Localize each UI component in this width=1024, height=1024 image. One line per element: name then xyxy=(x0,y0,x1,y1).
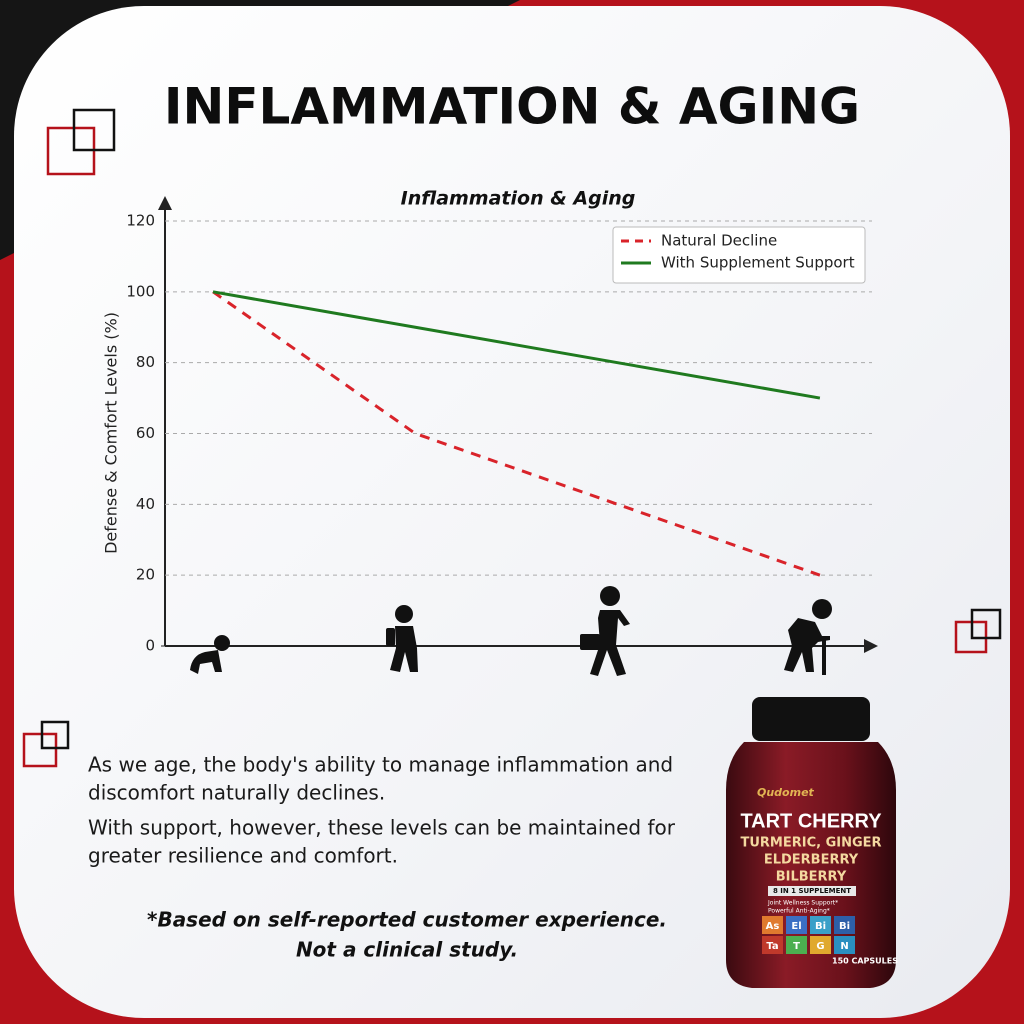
tile xyxy=(786,936,807,954)
product-bottle: Qudomet TART CHERRY TURMERIC, GINGER ELD… xyxy=(726,697,898,988)
y-arrow xyxy=(158,196,172,210)
claim: Joint Wellness Support* xyxy=(767,900,838,907)
legend-box xyxy=(612,226,866,284)
claim: Powerful Anti-Aging* xyxy=(768,908,830,915)
tile xyxy=(810,936,831,954)
y-tick-label: 80 xyxy=(136,353,155,371)
chart: Inflammation & Aging Defense & Comfort L… xyxy=(102,188,878,655)
paragraph-line: As we age, the body's ability to manage … xyxy=(88,753,673,777)
tile-label: Ta xyxy=(766,941,778,952)
tile-label: As xyxy=(766,921,780,932)
tile-label: T xyxy=(793,941,800,952)
product-line: TURMERIC, GINGER xyxy=(740,836,881,851)
capsule-count: 150 CAPSULES xyxy=(832,957,898,966)
product-line: BILBERRY xyxy=(776,870,847,885)
y-tick-label: 20 xyxy=(136,566,155,584)
page-title: INFLAMMATION & AGING xyxy=(164,78,860,136)
tile xyxy=(810,916,831,934)
paragraph-line: greater resilience and comfort. xyxy=(88,844,398,868)
y-axis-label: Defense & Comfort Levels (%) xyxy=(102,312,121,554)
footnote: Not a clinical study. xyxy=(296,938,518,962)
tile xyxy=(834,936,855,954)
paragraph-line: With support, however, these levels can … xyxy=(88,816,676,840)
body-text: As we age, the body's ability to manage … xyxy=(88,753,676,962)
tile-label: Bi xyxy=(815,921,826,932)
age-icons xyxy=(190,586,832,676)
y-tick-label: 120 xyxy=(126,212,155,230)
paragraph-line: discomfort naturally declines. xyxy=(88,781,385,805)
series-line xyxy=(212,290,821,400)
tile-label: Bi xyxy=(839,921,850,932)
chart-title: Inflammation & Aging xyxy=(401,188,636,210)
product-line: ELDERBERRY xyxy=(764,853,859,868)
x-arrow xyxy=(864,639,878,653)
tile-label: El xyxy=(791,921,801,932)
brand: Qudomet xyxy=(757,786,815,799)
tile-label: G xyxy=(816,941,824,952)
y-tick-label: 60 xyxy=(136,424,155,442)
product-name: TART CHERRY xyxy=(740,810,882,832)
tile xyxy=(762,916,783,934)
tile xyxy=(834,916,855,934)
decor xyxy=(22,108,1002,768)
tile-label: N xyxy=(840,941,848,952)
legend-label: Natural Decline xyxy=(661,232,777,250)
legend-label: With Supplement Support xyxy=(661,254,855,272)
y-tick-label: 40 xyxy=(136,495,155,513)
footnote: *Based on self-reported customer experie… xyxy=(147,908,667,932)
badge: 8 IN 1 SUPPLEMENT xyxy=(773,887,851,895)
y-tick-label: 0 xyxy=(145,637,155,655)
tile xyxy=(786,916,807,934)
y-tick-label: 100 xyxy=(126,282,155,300)
tile xyxy=(762,936,783,954)
